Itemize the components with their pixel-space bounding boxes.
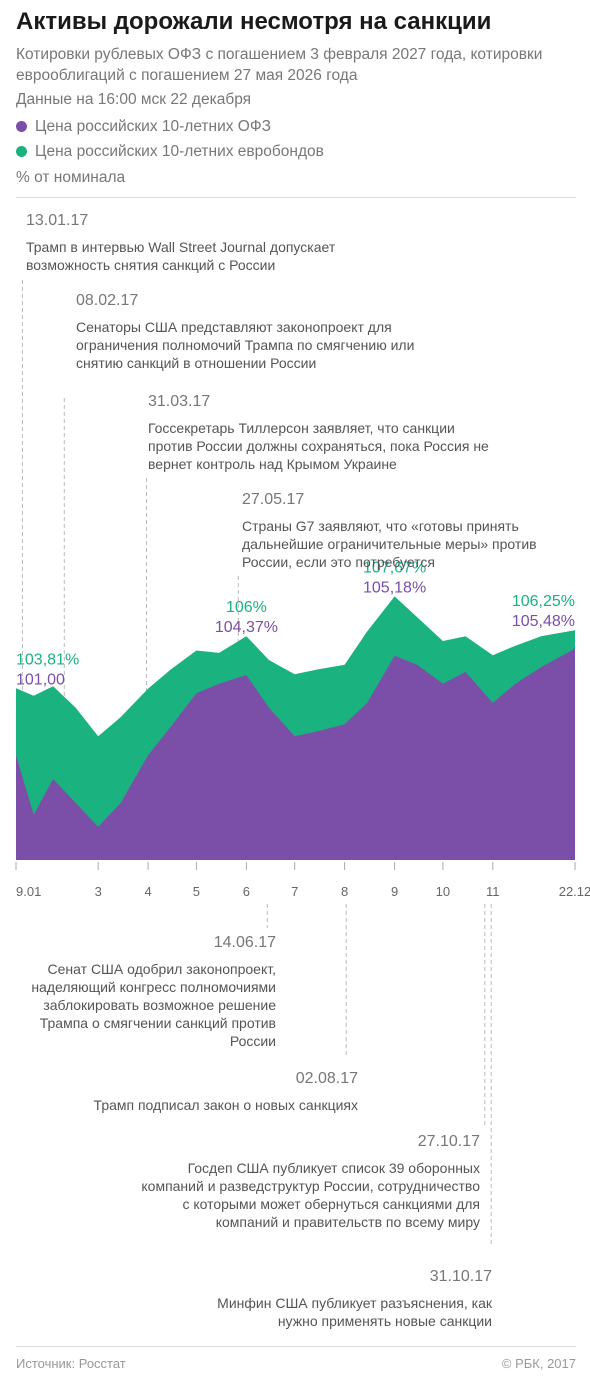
unit-label: % от номинала <box>16 169 126 186</box>
x-tick-label: 11 <box>486 884 500 899</box>
event-text: Трамп подписал закон о новых санкциях <box>93 1097 358 1113</box>
chart-areas <box>16 596 575 860</box>
chart-annotations: 103,81% 101,00 106% 104,37% 107,67% 105,18% 10… <box>16 559 575 688</box>
x-tick-label: 9.01 <box>16 884 41 899</box>
event-text: Госсекретарь Тиллерсон заявляет, что сан… <box>148 420 489 472</box>
annotation-ofz: 104,37% <box>215 619 278 636</box>
event-text: Страны G7 заявляют, что «готовы принять … <box>242 518 537 570</box>
x-tick-label: 7 <box>291 884 298 899</box>
x-tick-label: 6 <box>243 884 250 899</box>
x-tick-label: 4 <box>144 884 151 899</box>
data-note: Данные на 16:00 мск 22 декабря <box>16 91 252 108</box>
event-text: Сенат США одобрил законопроект, наделяющ… <box>31 961 276 1049</box>
event-date: 13.01.17 <box>26 212 89 229</box>
event-date: 31.03.17 <box>148 393 211 410</box>
annotation-eurobond: 107,67% <box>363 559 426 576</box>
source-note: Источник: Росстат <box>16 1356 126 1371</box>
x-tick-label: 22.12 <box>559 884 590 899</box>
event-date: 27.10.17 <box>417 1133 480 1150</box>
x-tick-label: 10 <box>436 884 450 899</box>
legend-swatch-eurobond <box>16 146 27 157</box>
event-date: 27.05.17 <box>242 491 305 508</box>
legend-label-eurobond: Цена российских 10-летних евробондов <box>35 143 324 160</box>
event-bottom-2: 02.08.17 Трамп подписал закон о новых са… <box>38 1070 358 1114</box>
annotation-eurobond: 106% <box>226 599 267 616</box>
annotation-eurobond: 106,25% <box>512 593 575 610</box>
event-top-4: 27.05.17 Страны G7 заявляют, что «готовы… <box>242 491 552 571</box>
event-bottom-4: 31.10.17 Минфин США публикует разъяснени… <box>192 1268 492 1330</box>
divider <box>16 197 576 198</box>
event-date: 08.02.17 <box>76 292 139 309</box>
footer-divider <box>16 1346 576 1347</box>
chart-title: Активы дорожали несмотря на санкции <box>16 8 492 35</box>
legend-swatch-ofz <box>16 121 27 132</box>
x-tick-label: 5 <box>193 884 200 899</box>
annotation-ofz: 101,00 <box>16 671 65 688</box>
event-top-1: 13.01.17 Трамп в интервью Wall Street Jo… <box>26 212 376 274</box>
x-axis: 9.01 3 4 5 6 7 8 9 10 11 22.12 <box>15 862 590 899</box>
legend-item-ofz: Цена российских 10-летних ОФЗ <box>16 118 271 136</box>
event-text: Госдеп США публикует список 39 оборонных… <box>141 1160 480 1230</box>
x-tick-label: 8 <box>341 884 348 899</box>
x-tick-label: 3 <box>95 884 102 899</box>
event-bottom-1: 14.06.17 Сенат США одобрил законопроект,… <box>6 934 276 1050</box>
legend-label-ofz: Цена российских 10-летних ОФЗ <box>35 118 272 135</box>
event-top-3: 31.03.17 Госсекретарь Тиллерсон заявляет… <box>148 393 493 473</box>
x-tick-label: 9 <box>391 884 398 899</box>
legend-item-eurobond: Цена российских 10-летних евробондов <box>16 143 324 161</box>
copyright: © РБК, 2017 <box>501 1356 576 1371</box>
event-text: Трамп в интервью Wall Street Journal доп… <box>26 239 336 273</box>
event-text: Сенаторы США представляют законопроект д… <box>76 319 415 371</box>
event-top-2: 08.02.17 Сенаторы США представляют закон… <box>76 292 441 372</box>
annotation-ofz: 105,18% <box>363 579 426 596</box>
area-ofz <box>16 648 575 860</box>
annotation-ofz: 105,48% <box>512 613 575 630</box>
event-bottom-3: 27.10.17 Госдеп США публикует список 39 … <box>140 1133 480 1231</box>
event-text: Минфин США публикует разъяснения, как ну… <box>217 1295 492 1329</box>
annotation-eurobond: 103,81% <box>16 651 79 668</box>
event-date: 31.10.17 <box>429 1268 492 1285</box>
chart-subtitle: Котировки рублевых ОФЗ с погашением 3 фе… <box>16 46 543 84</box>
event-date: 14.06.17 <box>213 934 276 951</box>
event-date: 02.08.17 <box>295 1070 358 1087</box>
